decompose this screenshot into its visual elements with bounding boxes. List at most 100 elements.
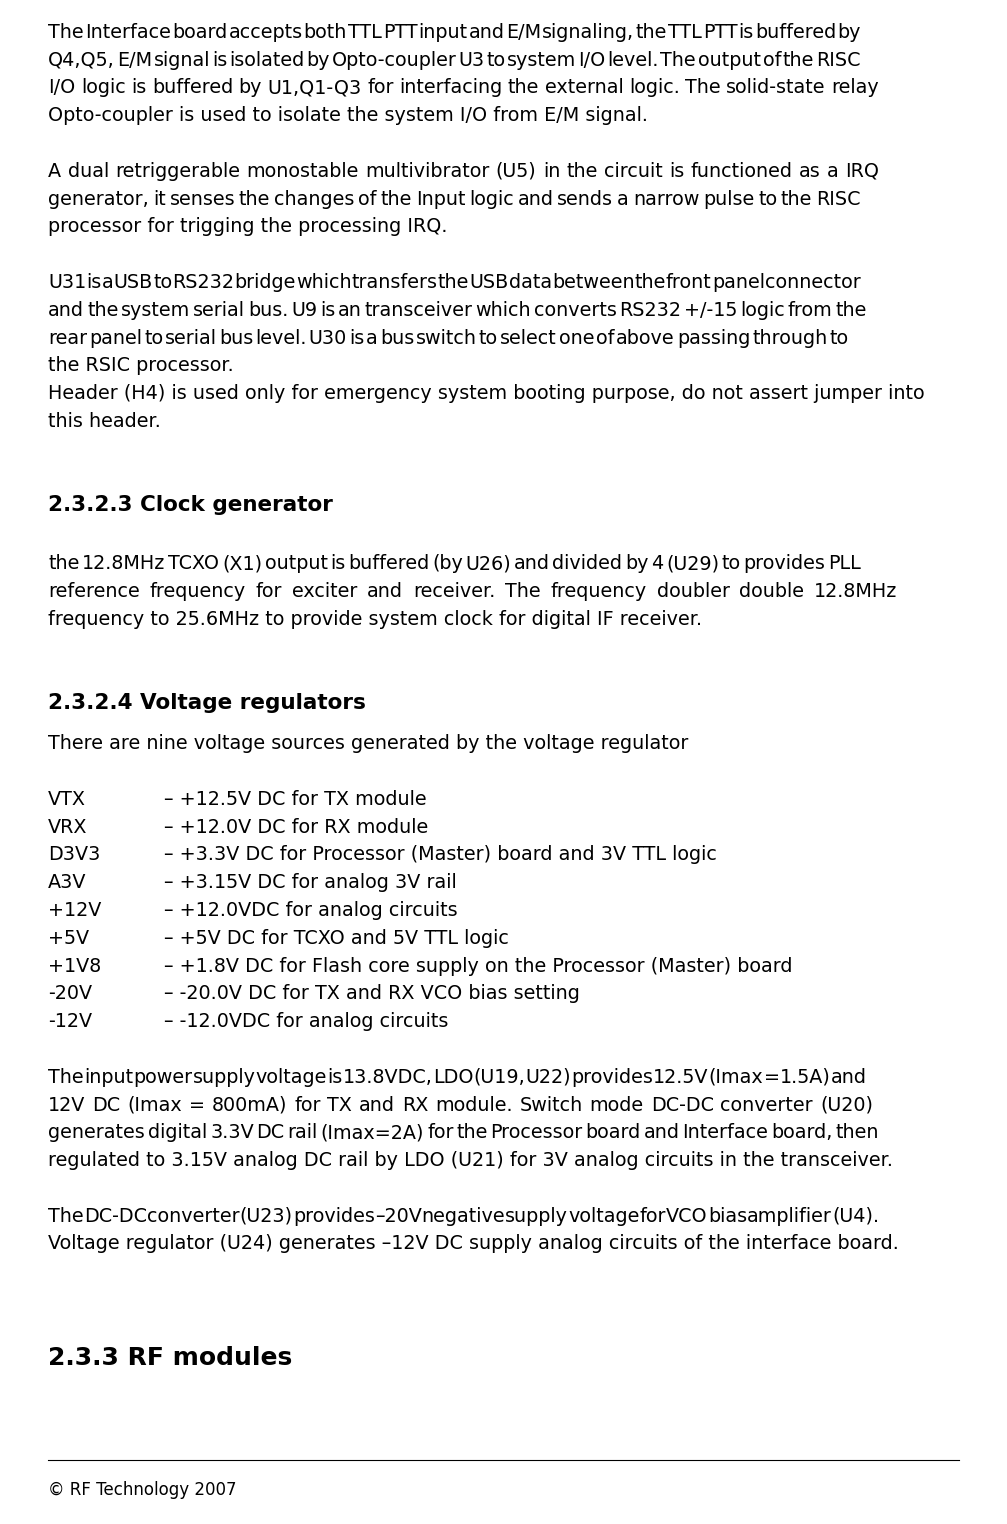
Text: doubler: doubler [657, 582, 729, 600]
Text: The: The [48, 23, 84, 41]
Text: U22): U22) [526, 1068, 571, 1087]
Text: (U4).: (U4). [832, 1207, 879, 1225]
Text: I/O: I/O [578, 50, 605, 70]
Text: is: is [670, 162, 685, 181]
Text: supply: supply [192, 1068, 256, 1087]
Text: (X1): (X1) [222, 555, 262, 573]
Text: Input: Input [416, 189, 465, 209]
Text: -12V: -12V [48, 1012, 93, 1032]
Text: – +12.0V DC for RX module: – +12.0V DC for RX module [164, 817, 428, 837]
Text: provides: provides [571, 1068, 653, 1087]
Text: as: as [799, 162, 821, 181]
Text: reference: reference [48, 582, 140, 600]
Text: and: and [831, 1068, 867, 1087]
Text: to: to [144, 329, 163, 347]
Text: +1V8: +1V8 [48, 957, 102, 975]
Text: 13.8VDC,: 13.8VDC, [342, 1068, 433, 1087]
Text: U1,Q1-Q3: U1,Q1-Q3 [268, 78, 362, 98]
Text: the: the [239, 189, 270, 209]
Text: and: and [368, 582, 403, 600]
Text: logic.: logic. [629, 78, 680, 98]
Text: (U20): (U20) [820, 1096, 873, 1114]
Text: The: The [48, 1068, 84, 1087]
Text: select: select [499, 329, 557, 347]
Text: for: for [294, 1096, 320, 1114]
Text: relay: relay [832, 78, 879, 98]
Text: one: one [559, 329, 594, 347]
Text: functioned: functioned [691, 162, 793, 181]
Text: provides: provides [743, 555, 826, 573]
Text: PLL: PLL [828, 555, 861, 573]
Text: VTX: VTX [48, 789, 87, 809]
Text: solid-state: solid-state [726, 78, 826, 98]
Text: voltage: voltage [256, 1068, 327, 1087]
Text: bus: bus [380, 329, 414, 347]
Text: The: The [686, 78, 721, 98]
Text: 4: 4 [652, 555, 664, 573]
Text: logic: logic [469, 189, 514, 209]
Text: of: of [358, 189, 377, 209]
Text: +12V: +12V [48, 901, 102, 920]
Text: (Imax: (Imax [709, 1068, 763, 1087]
Text: dual: dual [67, 162, 109, 181]
Text: The: The [506, 582, 541, 600]
Text: frequency: frequency [551, 582, 646, 600]
Text: converts: converts [534, 300, 616, 320]
Text: A: A [48, 162, 61, 181]
Text: (U29): (U29) [666, 555, 719, 573]
Text: 1.5A): 1.5A) [779, 1068, 831, 1087]
Text: (U5): (U5) [495, 162, 537, 181]
Text: (Imax: (Imax [128, 1096, 182, 1114]
Text: RS232: RS232 [172, 273, 235, 293]
Text: the: the [634, 273, 666, 293]
Text: buffered: buffered [152, 78, 234, 98]
Text: -20V: -20V [48, 985, 93, 1003]
Text: retriggerable: retriggerable [115, 162, 241, 181]
Text: front: front [666, 273, 712, 293]
Text: from: from [787, 300, 833, 320]
Text: the: the [783, 50, 815, 70]
Text: USB: USB [469, 273, 509, 293]
Text: Header (H4) is used only for emergency system booting purpose, do not assert jum: Header (H4) is used only for emergency s… [48, 384, 925, 404]
Text: U9: U9 [291, 300, 317, 320]
Text: is: is [330, 555, 345, 573]
Text: above: above [616, 329, 675, 347]
Text: bus.: bus. [248, 300, 288, 320]
Text: the RSIC processor.: the RSIC processor. [48, 357, 234, 375]
Text: U26): U26) [465, 555, 512, 573]
Text: The: The [48, 1207, 84, 1225]
Text: PTT: PTT [703, 23, 737, 41]
Text: RS232: RS232 [619, 300, 682, 320]
Text: 12V: 12V [48, 1096, 86, 1114]
Text: (U23): (U23) [240, 1207, 293, 1225]
Text: panel: panel [712, 273, 765, 293]
Text: to: to [758, 189, 777, 209]
Text: system: system [508, 50, 576, 70]
Text: U31: U31 [48, 273, 87, 293]
Text: – -20.0V DC for TX and RX VCO bias setting: – -20.0V DC for TX and RX VCO bias setti… [164, 985, 580, 1003]
Text: of: of [762, 50, 781, 70]
Text: +/-15: +/-15 [684, 300, 737, 320]
Text: – +12.5V DC for TX module: – +12.5V DC for TX module [164, 789, 427, 809]
Text: the: the [381, 189, 412, 209]
Text: © RF Technology 2007: © RF Technology 2007 [48, 1481, 237, 1500]
Text: bridge: bridge [235, 273, 296, 293]
Text: signaling,: signaling, [542, 23, 634, 41]
Text: circuit: circuit [604, 162, 663, 181]
Text: Opto-coupler is used to isolate the system I/O from E/M signal.: Opto-coupler is used to isolate the syst… [48, 107, 649, 125]
Text: input: input [419, 23, 468, 41]
Text: converter: converter [720, 1096, 813, 1114]
Text: by: by [239, 78, 262, 98]
Text: a: a [102, 273, 114, 293]
Text: E/M: E/M [117, 50, 152, 70]
Text: passing: passing [677, 329, 750, 347]
Text: serial: serial [193, 300, 246, 320]
Text: transfers: transfers [351, 273, 438, 293]
Text: LDO: LDO [433, 1068, 473, 1087]
Text: pulse: pulse [703, 189, 754, 209]
Text: 12.5V: 12.5V [654, 1068, 709, 1087]
Text: this header.: this header. [48, 411, 161, 431]
Text: external: external [545, 78, 623, 98]
Text: 3.3V: 3.3V [210, 1123, 254, 1143]
Text: the: the [836, 300, 867, 320]
